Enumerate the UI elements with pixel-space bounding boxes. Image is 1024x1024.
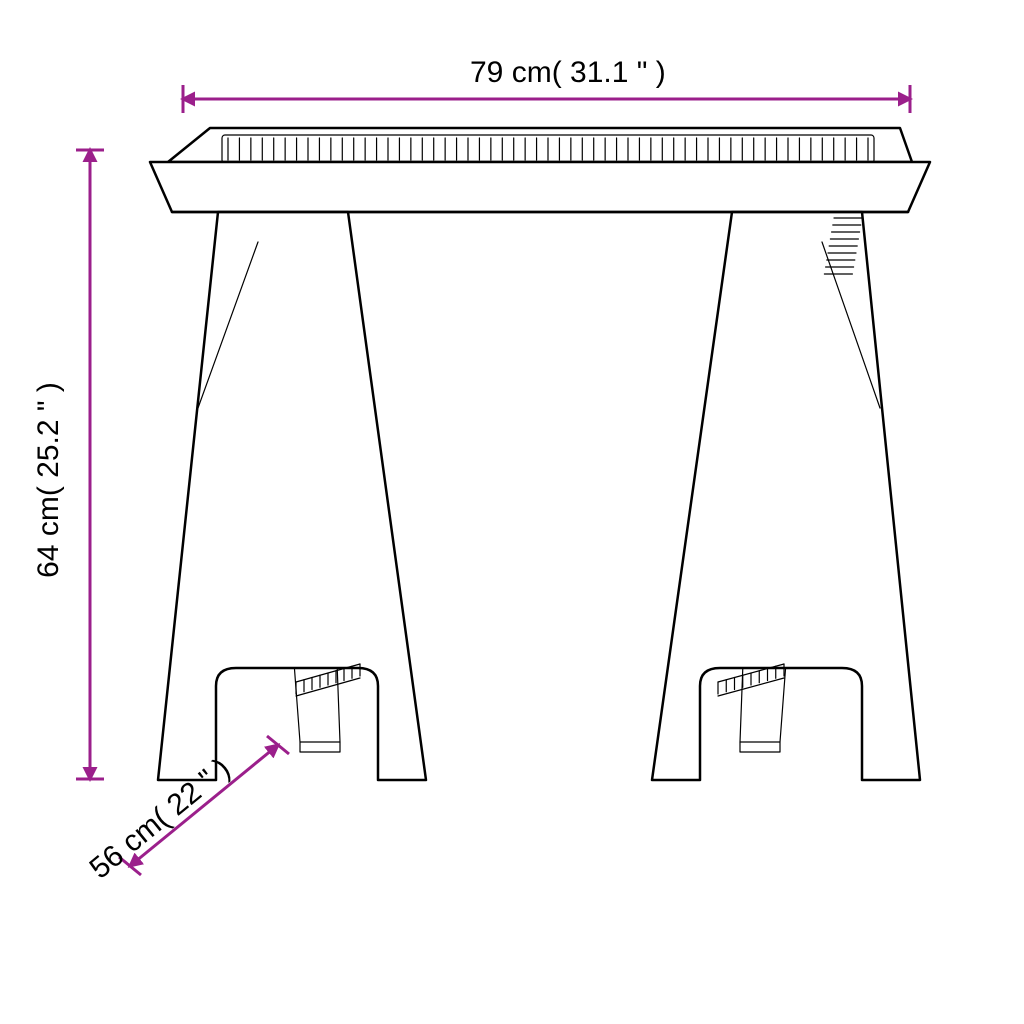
height-label: 64 cm( 25.2 " ) <box>32 382 65 578</box>
leg-right <box>652 212 920 780</box>
product-line-drawing <box>150 128 930 780</box>
leg-left <box>158 212 426 780</box>
width-label: 79 cm( 31.1 " ) <box>470 56 666 89</box>
